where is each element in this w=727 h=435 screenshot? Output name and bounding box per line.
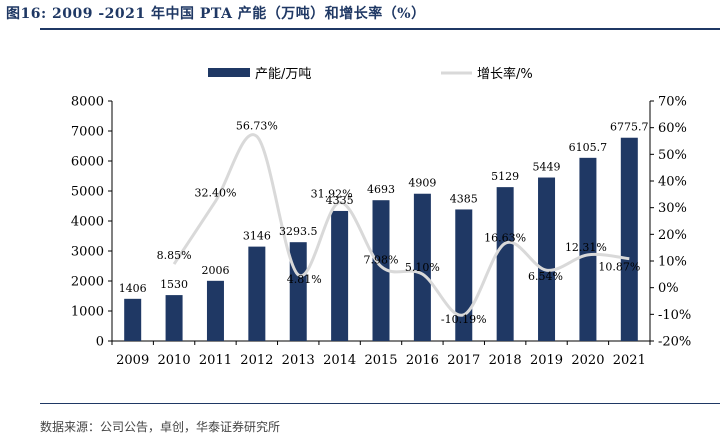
figure-title: 图16: 2009 -2021 年中国 PTA 产能（万吨）和增长率（%）: [6, 6, 426, 22]
y-left-tick-label: 5000: [71, 185, 104, 200]
bar-value-label: 4693: [367, 183, 395, 196]
bar: [579, 157, 597, 341]
y-left-tick-label: 6000: [71, 155, 104, 170]
legend-swatch-bar: [208, 68, 250, 77]
bar: [331, 210, 349, 341]
y-left-tick-label: 7000: [71, 125, 104, 140]
line-value-label: -10.19%: [441, 313, 487, 326]
bar-value-label: 4909: [408, 177, 436, 190]
y-right-tick-label: 0%: [658, 281, 679, 296]
y-left-tick-label: 1000: [71, 305, 104, 320]
x-tick-label: 2020: [571, 353, 604, 368]
bar: [496, 187, 514, 341]
line-value-label: 6.54%: [528, 270, 563, 283]
y-right-tick-label: 30%: [658, 201, 687, 216]
x-tick-label: 2013: [282, 353, 315, 368]
y-right-tick-label: -20%: [658, 335, 691, 350]
line-value-label: 12.31%: [565, 241, 607, 254]
bar-value-label: 4385: [450, 192, 478, 205]
y-right-tick-label: 50%: [658, 148, 687, 163]
line-value-label: 5.10%: [405, 261, 440, 274]
bar: [413, 193, 431, 341]
y-left-tick-label: 0: [96, 335, 104, 350]
line-value-label: 7.98%: [364, 253, 399, 266]
y-right-tick-label: 10%: [658, 255, 687, 270]
y-left-tick-label: 2000: [71, 275, 104, 290]
line-value-label: 10.87%: [598, 261, 640, 274]
y-right-tick-label: 40%: [658, 175, 687, 190]
bar: [372, 200, 390, 341]
bar-value-label: 3146: [243, 230, 271, 243]
bar: [165, 295, 183, 341]
bar: [206, 280, 224, 341]
y-left-tick-label: 4000: [71, 215, 104, 230]
x-tick-label: 2012: [240, 353, 273, 368]
bar-value-label: 5129: [491, 170, 519, 183]
legend-label-bar: 产能/万吨: [255, 67, 311, 82]
chart-area: 产能/万吨 增长率/% 0 1000 2000 3000 4000 5000 6000 700…: [71, 66, 691, 368]
line-value-label: 32.40%: [194, 186, 236, 199]
x-tick-label: 2009: [116, 353, 149, 368]
bar-value-label: 6105.7: [569, 141, 608, 154]
bar-value-label: 2006: [201, 264, 229, 277]
bar: [538, 177, 556, 341]
x-tick-label: 2015: [364, 353, 397, 368]
x-tick-label: 2019: [530, 353, 563, 368]
y-right-tick-label: 60%: [658, 121, 687, 136]
y-left-tick-label: 3000: [71, 245, 104, 260]
bar-value-label: 6775.7: [610, 121, 649, 134]
x-tick-label: 2017: [447, 353, 480, 368]
legend-label-line: 增长率/%: [477, 66, 533, 82]
x-tick-label: 2016: [406, 353, 439, 368]
bar: [248, 246, 266, 341]
x-tick-label: 2018: [489, 353, 522, 368]
bar-value-label: 4335: [326, 194, 354, 207]
x-tick-label: 2011: [199, 353, 232, 368]
y-right-tick-label: 70%: [658, 95, 687, 110]
bottom-rule: [40, 403, 720, 404]
bar: [289, 242, 307, 341]
bar: [455, 209, 473, 341]
line-value-label: 8.85%: [157, 249, 192, 262]
legend: 产能/万吨 增长率/%: [208, 66, 533, 82]
bar-value-label: 5449: [533, 161, 561, 174]
line-value-label: 56.73%: [236, 119, 278, 132]
y-right-tick-label: -10%: [658, 308, 691, 323]
x-tick-label: 2010: [158, 353, 191, 368]
bar: [620, 137, 638, 341]
bar-value-label: 3293.5: [279, 225, 318, 238]
x-tick-label: 2014: [323, 353, 356, 368]
line-value-label: 31.92%: [311, 188, 353, 201]
y-right-tick-label: 20%: [658, 228, 687, 243]
top-rule: [40, 28, 720, 30]
x-tick-label: 2021: [613, 353, 646, 368]
bar-value-label: 1406: [119, 282, 147, 295]
bar: [124, 298, 142, 341]
bar-value-label: 1530: [160, 278, 188, 291]
line-value-label: 4.81%: [287, 273, 322, 286]
growth-rate-line: [172, 133, 630, 317]
y-left-tick-label: 8000: [71, 95, 104, 110]
line-value-label: 16.63%: [484, 231, 526, 244]
